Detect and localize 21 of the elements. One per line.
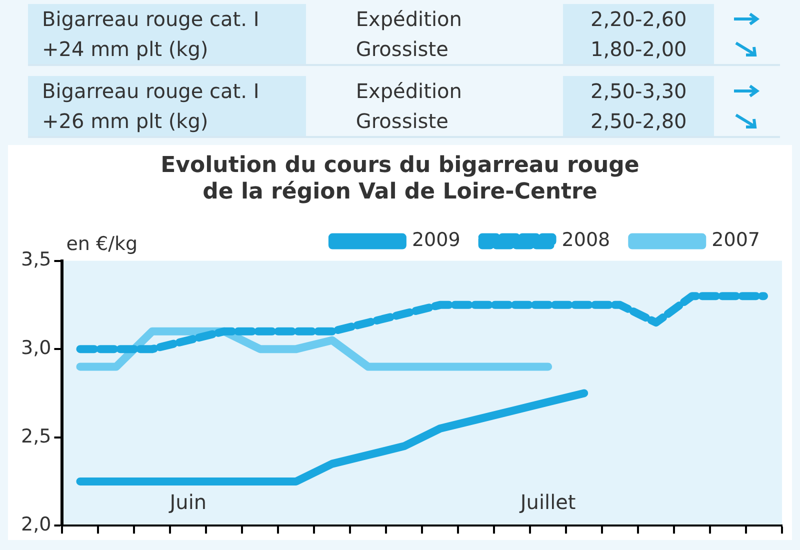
legend-label: 2008 — [562, 229, 610, 252]
text: 1,80-2,00 — [590, 37, 687, 61]
text: Grossiste — [356, 37, 448, 61]
text: Grossiste — [356, 109, 448, 133]
text: Expédition — [356, 79, 462, 103]
text: 2,50-3,30 — [590, 79, 687, 103]
legend-label: 2007 — [712, 229, 760, 252]
y-tick-label: 3,5 — [21, 248, 52, 271]
y-tick-label: 2,5 — [21, 425, 52, 448]
y-tick-label: 2,0 — [21, 514, 52, 536]
chart-title: Evolution du cours du bigarreau rouge de la région Val de Loire-Centre — [160, 152, 640, 204]
text: Expédition — [356, 7, 462, 31]
text: Bigarreau rouge cat. I +26 mm plt (kg) — [28, 76, 306, 136]
text: Bigarreau rouge cat. I +24 mm plt (kg) — [28, 4, 306, 64]
y-axis-title: en €/kg — [66, 233, 138, 256]
x-tick-label: Juin — [168, 490, 207, 514]
text: 2,20-2,60 — [590, 7, 687, 31]
x-tick-label: Juillet — [518, 490, 576, 514]
y-tick-label: 3,0 — [21, 337, 52, 360]
legend-label: 2009 — [412, 229, 460, 252]
text: 2,50-2,80 — [590, 109, 687, 133]
